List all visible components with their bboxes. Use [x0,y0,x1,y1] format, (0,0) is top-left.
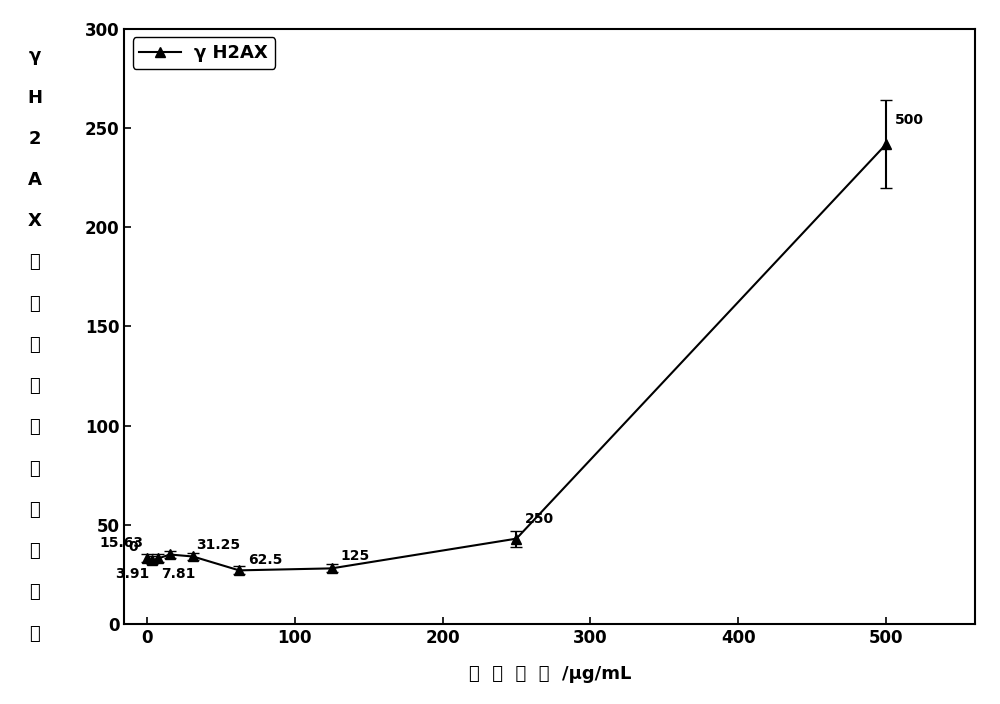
Text: γ: γ [29,47,41,65]
Text: 2: 2 [29,130,41,148]
Text: 任: 任 [30,460,40,477]
Text: 度: 度 [30,377,40,395]
Text: 单: 单 [30,542,40,560]
Text: 15.63: 15.63 [99,536,143,550]
Text: 位: 位 [30,584,40,601]
Text: H: H [28,89,42,106]
Text: A: A [28,171,42,189]
Text: 500: 500 [895,113,924,127]
Legend: γ H2AX: γ H2AX [133,37,275,69]
Text: 0: 0 [128,539,138,553]
Text: 31.25: 31.25 [196,538,240,551]
Text: 250: 250 [525,512,554,526]
Text: 意: 意 [30,501,40,519]
Text: 光: 光 [30,295,40,313]
Text: 125: 125 [340,549,370,563]
Text: （: （ [30,418,40,436]
Text: 62.5: 62.5 [248,553,282,567]
Text: 3.91: 3.91 [115,567,149,582]
Text: X: X [28,213,42,230]
Text: 强: 强 [30,336,40,354]
Text: 7.81: 7.81 [161,567,196,582]
Text: 荧: 荧 [30,253,40,272]
Text: ）: ） [30,624,40,643]
Text: 焦  油  浓  度  /μg/mL: 焦 油 浓 度 /μg/mL [469,665,631,683]
